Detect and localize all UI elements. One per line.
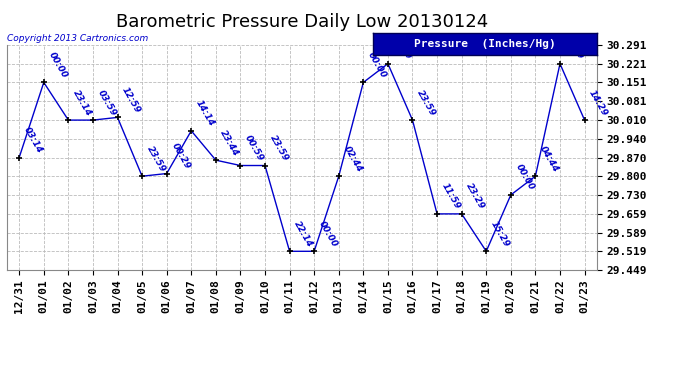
Text: 23:44: 23:44 [219,128,241,158]
Text: 02:44: 02:44 [342,144,364,173]
Text: 00:59: 00:59 [243,134,266,163]
Text: 03:14: 03:14 [22,125,44,155]
Text: 00:29: 00:29 [170,141,192,171]
Text: 11:59: 11:59 [440,182,462,211]
Text: 00:00: 00:00 [46,50,69,80]
Text: Copyright 2013 Cartronics.com: Copyright 2013 Cartronics.com [7,34,148,43]
Text: 23:59: 23:59 [145,144,167,173]
Text: 00:00: 00:00 [317,219,339,249]
Text: 23:29: 23:29 [464,182,486,211]
Text: 00:00: 00:00 [391,32,413,61]
Text: 03:59: 03:59 [96,88,118,117]
Text: 04:44: 04:44 [538,144,560,173]
Text: 00:00: 00:00 [513,163,535,192]
Text: 22:14: 22:14 [293,219,315,249]
Text: 23:59: 23:59 [268,134,290,163]
Text: 12:59: 12:59 [120,86,142,115]
Text: 00:00: 00:00 [366,50,388,80]
Text: 23:59: 23:59 [415,88,437,117]
Text: 14:14: 14:14 [194,99,216,128]
Title: Barometric Pressure Daily Low 20130124: Barometric Pressure Daily Low 20130124 [116,13,488,31]
Text: 15:29: 15:29 [489,219,511,249]
Text: 00:29: 00:29 [563,32,585,61]
Text: 23:14: 23:14 [71,88,93,117]
Text: 14:29: 14:29 [587,88,609,117]
